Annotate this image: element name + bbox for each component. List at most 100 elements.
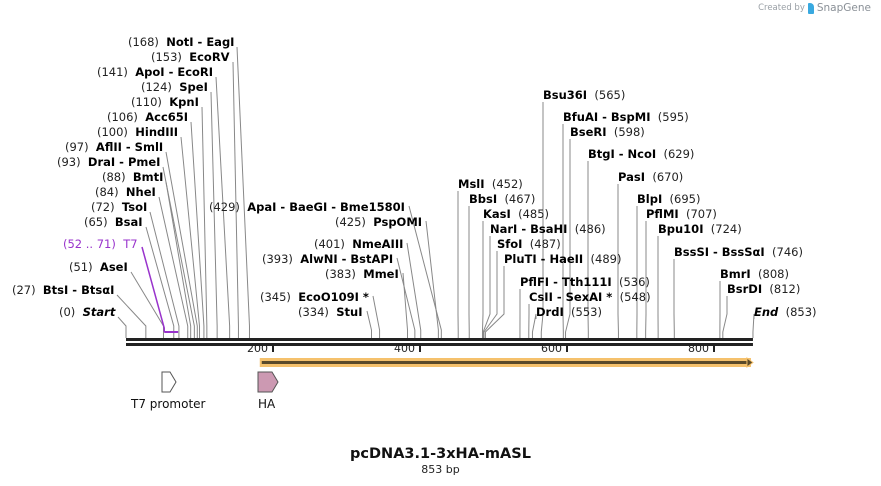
cut-position: (808) [758,267,789,281]
scale-tick [272,343,274,352]
cut-position: (51) [69,260,93,274]
enzyme-name: PflFI - Tth111I [520,275,612,289]
enzyme-label[interactable]: (334) StuI [298,305,363,319]
enzyme-name: DraI - PmeI [87,155,161,169]
enzyme-name: ApoI - EcoRI [135,65,214,79]
enzyme-label[interactable]: (27) BtsI - BtsαI [12,283,114,297]
cut-site-line [162,166,195,338]
scale-tick-label: 200 [247,342,268,355]
enzyme-name: BtgI - NcoI [588,147,657,161]
enzyme-label[interactable]: BfuAI - BspMI (595) [563,110,689,124]
enzyme-label[interactable]: (52 .. 71) T7 [63,237,138,251]
cut-position: (168) [128,35,159,49]
enzyme-label[interactable]: PflMI (707) [646,207,717,221]
cut-site-line [483,251,498,338]
enzyme-name: NmeAIII [352,237,404,251]
enzyme-name: EcoO109I * [298,290,369,304]
map-length: 853 bp [421,463,460,476]
enzyme-label[interactable]: Bpu10I (724) [658,222,742,236]
enzyme-label[interactable]: (393) AlwNI - BstAPI [262,252,393,266]
scale-tick-label: 800 [688,342,709,355]
enzyme-label[interactable]: (168) NotI - EagI [128,35,234,49]
cut-site-line [149,211,180,338]
enzyme-label[interactable]: NarI - BsaHI (486) [490,222,606,236]
enzyme-label[interactable]: Bsu36I (565) [543,88,625,102]
feature-label[interactable]: HA [258,397,276,411]
enzyme-label[interactable]: MslI (452) [458,177,523,191]
enzyme-label[interactable]: (425) PspOMI [335,215,422,229]
enzyme-label[interactable]: (110) KpnI [131,95,199,109]
cut-site-line [540,102,544,338]
enzyme-name: KasI [483,207,511,221]
enzyme-label[interactable]: (383) MmeI [325,267,399,281]
cut-position: (106) [107,110,138,124]
feature-label[interactable]: T7 promoter [131,397,206,411]
enzyme-label[interactable]: (106) Acc65I [107,110,188,124]
cut-position: (565) [594,88,626,102]
enzyme-name: Bsu36I [543,88,588,102]
cut-position: (383) [325,267,356,281]
enzyme-label[interactable]: PasI (670) [618,170,683,184]
enzyme-label[interactable]: (124) SpeI [141,80,208,94]
cut-position: (100) [97,125,128,139]
enzyme-label[interactable]: DrdI (553) [536,305,602,319]
enzyme-name: NheI [125,185,156,199]
enzyme-label[interactable]: (345) EcoO109I * [260,290,369,304]
cut-site-line [484,266,505,338]
enzyme-label[interactable]: PflFI - Tth111I (536) [520,275,650,289]
cut-site-line [145,226,175,338]
enzyme-name: BmrI [720,267,751,281]
cut-position: (97) [65,140,89,154]
enzyme-name: Bpu10I [658,222,704,236]
cut-position: (345) [260,290,291,304]
cut-position: (746) [772,245,803,259]
enzyme-label[interactable]: SfoI (487) [497,237,561,251]
enzyme-label[interactable]: (429) ApaI - BaeGI - Bme1580I [209,200,405,214]
enzyme-label[interactable]: BlpI (695) [637,192,700,206]
enzyme-name: PasI [618,170,646,184]
cut-position: (72) [91,200,115,214]
orf-line [261,361,749,364]
cut-position: (485) [518,207,550,221]
enzyme-label[interactable]: (97) AflII - SmlI [65,140,163,154]
enzyme-name: TsoI [121,200,148,214]
enzyme-label[interactable]: (401) NmeAIII [314,237,403,251]
enzyme-label[interactable]: (93) DraI - PmeI [57,155,160,169]
enzyme-label[interactable]: BssSI - BssSαI (746) [674,245,803,259]
cut-position: (88) [102,170,126,184]
cut-site-line [481,221,484,338]
enzyme-label[interactable]: PluTI - HaeII (489) [504,252,621,266]
cut-site-line [232,61,239,338]
enzyme-label[interactable]: (84) NheI [95,185,156,199]
enzyme-label[interactable]: BbsI (467) [469,192,535,206]
enzyme-label[interactable]: (153) EcoRV [151,50,230,64]
enzyme-name: PspOMI [373,215,423,229]
enzyme-label[interactable]: (100) HindIII [97,125,178,139]
cut-site-line [402,272,409,338]
cut-position: (452) [491,177,523,191]
enzyme-label[interactable]: (0) Start [59,305,115,319]
enzyme-label[interactable]: (141) ApoI - EcoRI [97,65,213,79]
enzyme-name: DrdI [536,305,564,319]
cut-position: (65) [84,215,108,229]
enzyme-label[interactable]: CsII - SexAI * (548) [529,290,651,304]
enzyme-label[interactable]: BsrDI (812) [727,282,800,296]
enzyme-label[interactable]: (65) BsaI [84,215,143,229]
enzyme-label[interactable]: (88) BmtI [102,170,163,184]
enzyme-label[interactable]: BseRI (598) [570,125,645,139]
enzyme-name: BbsI [469,192,498,206]
cut-position: (487) [529,237,561,251]
scale-tick [419,343,421,352]
enzyme-label[interactable]: BmrI (808) [720,267,789,281]
cut-position: (467) [504,192,536,206]
cut-position: (425) [335,215,366,229]
enzyme-label[interactable]: BtgI - NcoI (629) [588,147,694,161]
map-title: pcDNA3.1-3xHA-mASL [350,446,531,462]
enzyme-label[interactable]: End (853) [754,305,817,319]
enzyme-label[interactable]: KasI (485) [483,207,549,221]
enzyme-label[interactable]: (51) AseI [69,260,128,274]
enzyme-name: SpeI [179,80,208,94]
enzyme-label[interactable]: (72) TsoI [91,200,147,214]
cut-site-line [165,181,192,338]
